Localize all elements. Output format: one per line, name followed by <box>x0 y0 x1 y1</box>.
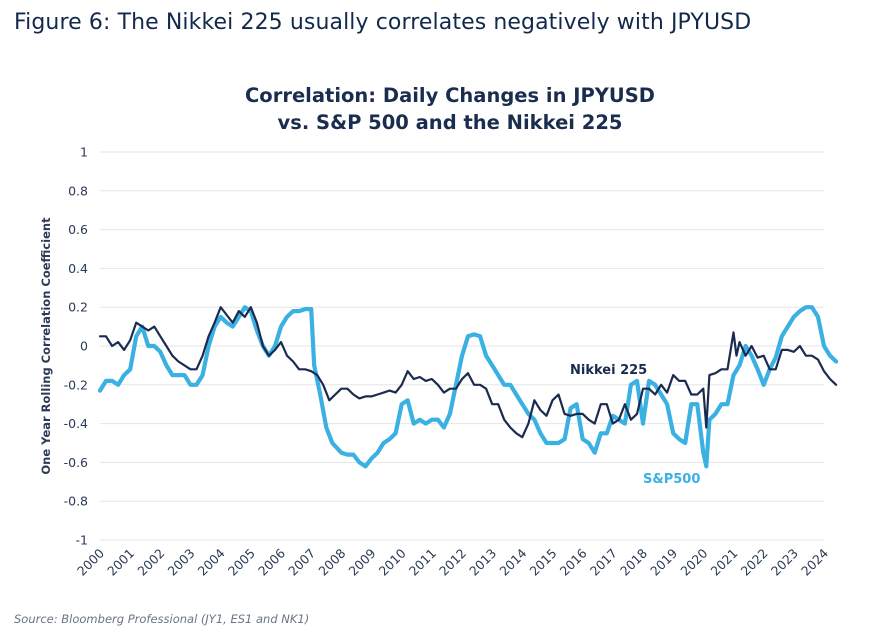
x-tick-label: 2007 <box>285 546 318 579</box>
x-tick-label: 2005 <box>225 546 258 579</box>
x-tick-label: 2013 <box>466 546 499 579</box>
x-tick-label: 2020 <box>677 545 710 578</box>
x-tick-label: 2000 <box>74 545 107 578</box>
x-tick-label: 2004 <box>195 545 228 578</box>
x-tick-label: 2017 <box>587 546 620 579</box>
x-tick-label: 2018 <box>617 545 650 578</box>
annotation-nikkei: Nikkei 225 <box>570 363 647 378</box>
source-note: Source: Bloomberg Professional (JY1, ES1… <box>14 612 310 626</box>
y-tick-label: -0.8 <box>64 494 88 509</box>
series-lines <box>97 305 839 469</box>
y-tick-label: 0.8 <box>68 183 88 198</box>
annotation-sp500: S&P500 <box>643 472 700 487</box>
y-tick-labels: 1 0.8 0.6 0.4 0.2 0 -0.2 -0.4 -0.6 -0.8 -1 <box>64 145 88 548</box>
x-tick-label: 2008 <box>315 545 348 578</box>
x-tick-label: 2010 <box>376 545 409 578</box>
x-tick-label: 2016 <box>557 545 590 578</box>
x-tick-label: 2001 <box>104 546 137 579</box>
y-tick-label: -1 <box>76 533 88 548</box>
y-tick-label: -0.6 <box>64 455 88 470</box>
series-line-nikkei-225 <box>98 306 838 439</box>
x-tick-label: 2023 <box>768 546 801 579</box>
x-tick-labels: 2000200120022003200420052006200720082009… <box>74 545 831 578</box>
y-tick-label: -0.4 <box>64 416 88 431</box>
y-tick-label: 0 <box>80 339 88 354</box>
x-tick-label: 2015 <box>527 546 560 579</box>
x-tick-label: 2006 <box>255 545 288 578</box>
x-tick-label: 2002 <box>134 546 167 579</box>
x-tick-label: 2003 <box>165 546 198 579</box>
y-tick-label: 1 <box>80 145 88 160</box>
x-tick-label: 2019 <box>647 545 680 578</box>
x-tick-label: 2021 <box>708 546 741 579</box>
x-tick-label: 2012 <box>436 546 469 579</box>
y-tick-label: 0.2 <box>68 300 88 315</box>
chart-title-line-1: Correlation: Daily Changes in JPYUSD <box>245 84 655 107</box>
grid-lines <box>100 151 824 541</box>
x-tick-label: 2009 <box>346 545 379 578</box>
x-tick-label: 2024 <box>798 545 831 578</box>
y-axis-label: One Year Rolling Correlation Coefficient <box>39 217 53 475</box>
chart-title-line-2: vs. S&P 500 and the Nikkei 225 <box>277 111 623 134</box>
x-tick-label: 2011 <box>406 546 439 579</box>
y-tick-label: 0.6 <box>68 222 88 237</box>
y-tick-label: 0.4 <box>68 261 88 276</box>
series-line-sp500 <box>97 305 839 469</box>
figure-title: Figure 6: The Nikkei 225 usually correla… <box>14 10 752 35</box>
x-tick-label: 2014 <box>496 545 529 578</box>
x-tick-label: 2022 <box>738 546 771 579</box>
y-tick-label: -0.2 <box>64 377 88 392</box>
